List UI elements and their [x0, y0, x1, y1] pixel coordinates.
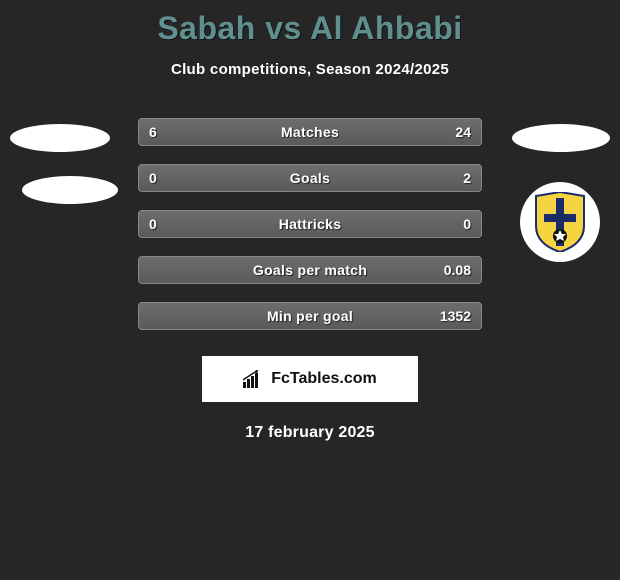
- stat-label: Matches: [281, 124, 339, 140]
- stat-right-value: 0.08: [444, 262, 471, 278]
- stat-label: Hattricks: [279, 216, 342, 232]
- branding-text: FcTables.com: [271, 370, 377, 388]
- stat-row-goals-per-match: Goals per match 0.08: [138, 256, 482, 284]
- stat-row-matches: 6 Matches 24: [138, 118, 482, 146]
- stat-label: Goals: [290, 170, 330, 186]
- stat-right-value: 24: [455, 124, 471, 140]
- page-title: Sabah vs Al Ahbabi: [0, 0, 620, 47]
- stat-right-value: 2: [463, 170, 471, 186]
- stat-row-goals: 0 Goals 2: [138, 164, 482, 192]
- stat-left-value: 0: [149, 170, 157, 186]
- stat-left-value: 6: [149, 124, 157, 140]
- stat-row-min-per-goal: Min per goal 1352: [138, 302, 482, 330]
- stat-left-value: 0: [149, 216, 157, 232]
- stat-right-value: 0: [463, 216, 471, 232]
- stat-label: Min per goal: [267, 308, 353, 324]
- bar-chart-icon: [243, 370, 265, 388]
- stat-row-hattricks: 0 Hattricks 0: [138, 210, 482, 238]
- stat-right-value: 1352: [440, 308, 471, 324]
- page-subtitle: Club competitions, Season 2024/2025: [0, 61, 620, 78]
- date-text: 17 february 2025: [0, 424, 620, 442]
- branding-badge: FcTables.com: [202, 356, 418, 402]
- stats-container: 6 Matches 24 0 Goals 2 0 Hattricks 0 Goa…: [0, 118, 620, 330]
- stat-label: Goals per match: [253, 262, 367, 278]
